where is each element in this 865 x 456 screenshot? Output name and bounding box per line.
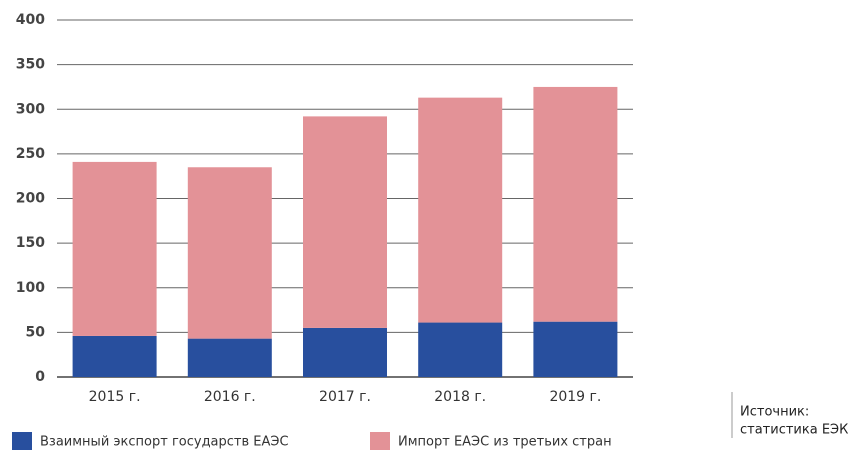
bar-segment	[533, 86, 618, 322]
legend-label: Взаимный экспорт государств ЕАЭС	[40, 435, 289, 450]
x-tick-label: 2019 г.	[549, 389, 601, 405]
bar-segment	[303, 327, 387, 377]
y-tick-label: 0	[35, 369, 45, 385]
x-tick-label: 2016 г.	[204, 389, 256, 405]
bar-segment	[303, 116, 387, 328]
y-tick-label: 50	[26, 324, 46, 340]
source-label: Источник:	[740, 405, 809, 420]
legend-label: Импорт ЕАЭС из третьих стран	[398, 435, 612, 450]
bar-segment	[187, 167, 272, 339]
y-tick-label: 300	[16, 101, 45, 117]
bar-segment	[72, 161, 157, 336]
bar-segment	[418, 322, 503, 377]
y-tick-label: 400	[16, 12, 45, 28]
bar-segment	[187, 338, 272, 377]
y-tick-label: 350	[16, 57, 45, 73]
y-tick-label: 250	[16, 146, 45, 162]
y-tick-label: 100	[16, 280, 45, 296]
x-tick-label: 2017 г.	[319, 389, 371, 405]
y-tick-label: 200	[16, 191, 45, 207]
x-tick-label: 2015 г.	[89, 389, 141, 405]
source-text: статистика ЕЭК	[740, 423, 848, 438]
bar-segment	[418, 97, 503, 323]
y-tick-label: 150	[16, 235, 45, 251]
legend-swatch	[370, 432, 390, 450]
legend-swatch	[12, 432, 32, 450]
bar-segment	[72, 335, 157, 377]
x-tick-label: 2018 г.	[434, 389, 486, 405]
bar-segment	[533, 321, 618, 377]
